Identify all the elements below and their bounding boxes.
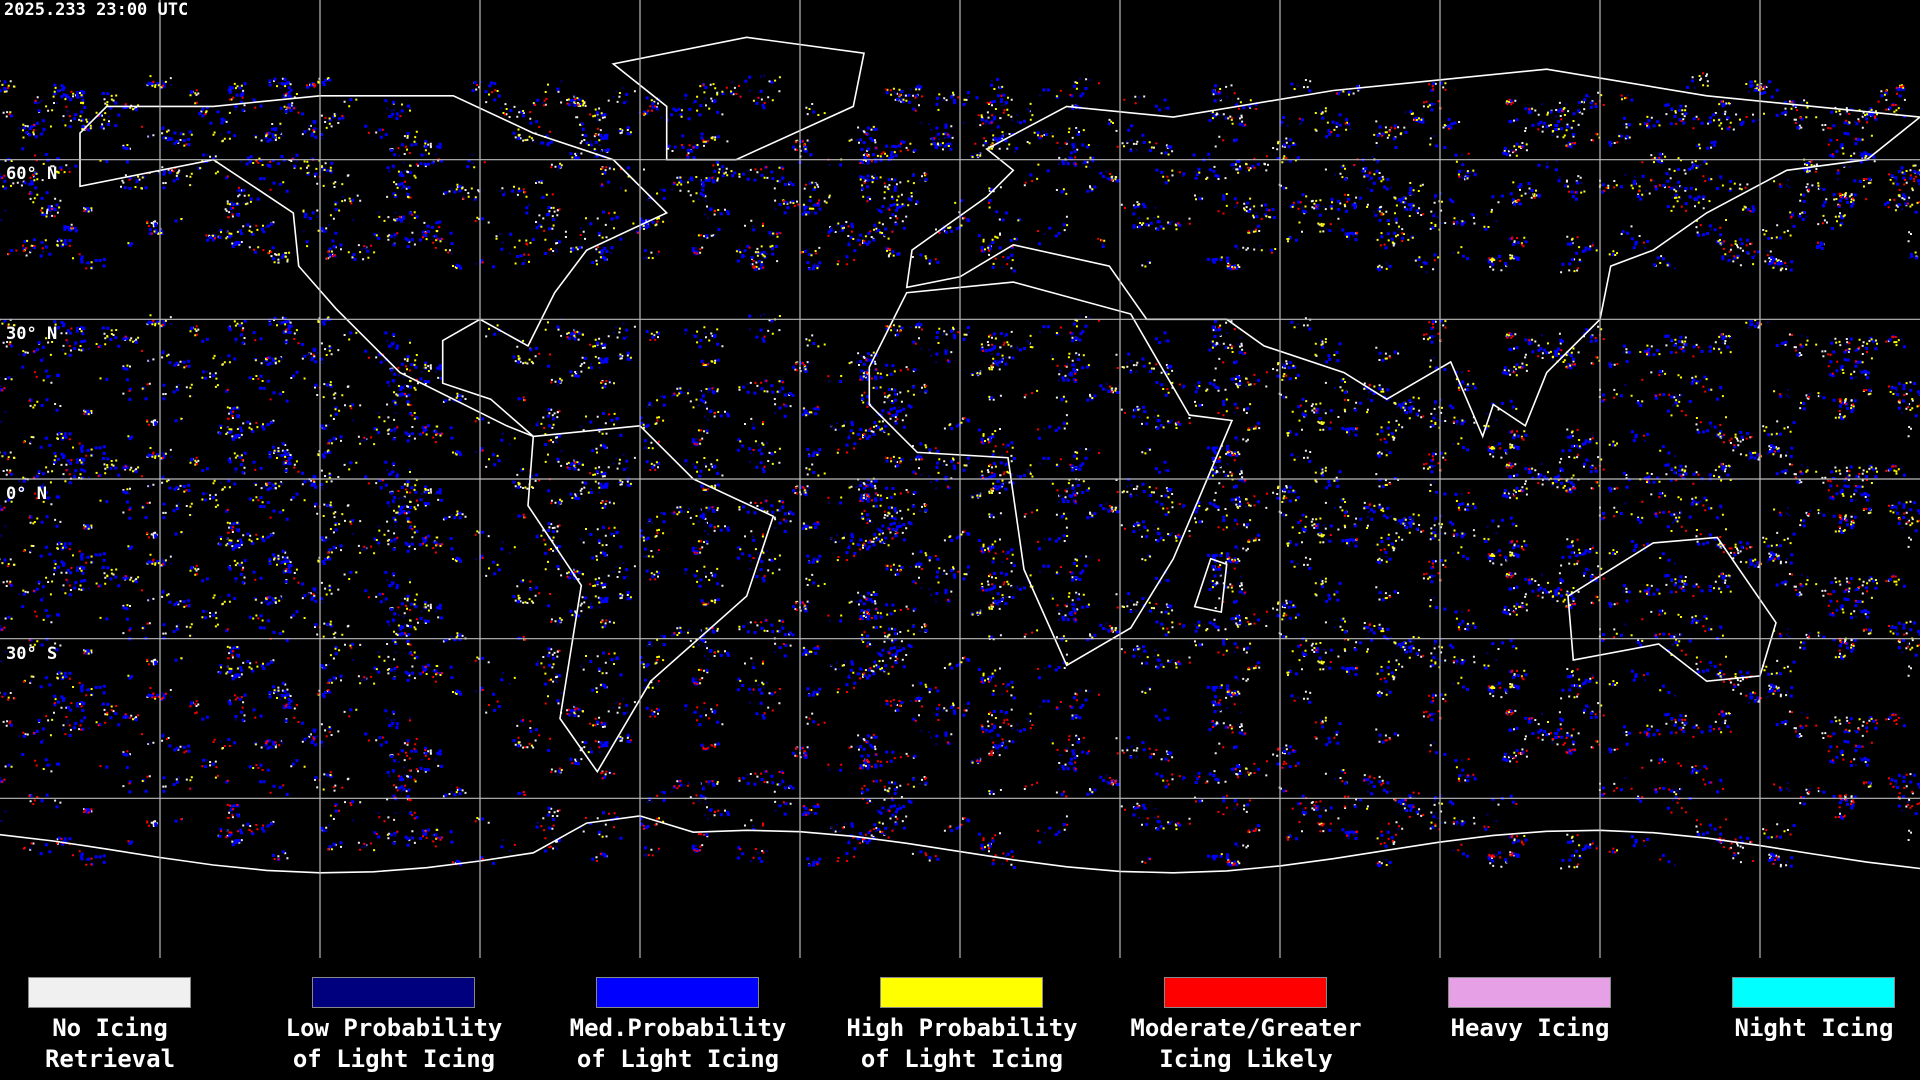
coastline (1195, 559, 1227, 612)
legend-swatch (596, 977, 759, 1008)
legend-item: Heavy Icing (1448, 977, 1612, 1008)
legend-label-line: of Light Icing (242, 1044, 546, 1075)
legend-swatch (312, 977, 475, 1008)
legend-label: High Probability of Light Icing (810, 1013, 1114, 1075)
legend-swatch (1732, 977, 1895, 1008)
coastline (1568, 538, 1776, 682)
legend-label-line: Med.Probability (526, 1013, 830, 1044)
legend-label-line: Heavy Icing (1378, 1013, 1682, 1044)
coastline (80, 96, 667, 437)
lat-label: 60° N (6, 164, 57, 184)
map (0, 0, 1920, 960)
legend-label-line: No Icing (0, 1013, 262, 1044)
legend-label-line: of Light Icing (526, 1044, 830, 1075)
legend-label-line: of Light Icing (810, 1044, 1114, 1075)
legend-label-line: Moderate/Greater (1094, 1013, 1398, 1044)
legend-label-line: High Probability (810, 1013, 1114, 1044)
legend-swatch (880, 977, 1043, 1008)
legend-swatch (28, 977, 191, 1008)
legend-label: Heavy Icing (1378, 1013, 1682, 1044)
legend-item: Moderate/Greater Icing Likely (1164, 977, 1328, 1008)
lat-label: 30° S (6, 644, 57, 664)
legend-label: Moderate/Greater Icing Likely (1094, 1013, 1398, 1075)
legend-label-line: Night Icing (1662, 1013, 1920, 1044)
legend-item: Low Probability of Light Icing (312, 977, 476, 1008)
legend-item: Night Icing (1732, 977, 1896, 1008)
legend-item: Med.Probability of Light Icing (596, 977, 760, 1008)
legend-label: Low Probability of Light Icing (242, 1013, 546, 1075)
legend-label: Med.Probability of Light Icing (526, 1013, 830, 1075)
lat-label: 30° N (6, 324, 57, 344)
legend-swatch (1164, 977, 1327, 1008)
coastline (869, 282, 1232, 665)
legend-item: High Probability of Light Icing (880, 977, 1044, 1008)
legend-swatch (1448, 977, 1611, 1008)
legend-label-line: Icing Likely (1094, 1044, 1398, 1075)
legend-label-line: Retrieval (0, 1044, 262, 1075)
coastline (613, 37, 864, 159)
lat-label: 0° N (6, 484, 47, 504)
timestamp: 2025.233 23:00 UTC (4, 0, 188, 20)
legend-item: No Icing Retrieval (28, 977, 192, 1008)
legend-label: No Icing Retrieval (0, 1013, 262, 1075)
legend-label-line: Low Probability (242, 1013, 546, 1044)
coastline (528, 426, 773, 772)
legend-label: Night Icing (1662, 1013, 1920, 1044)
